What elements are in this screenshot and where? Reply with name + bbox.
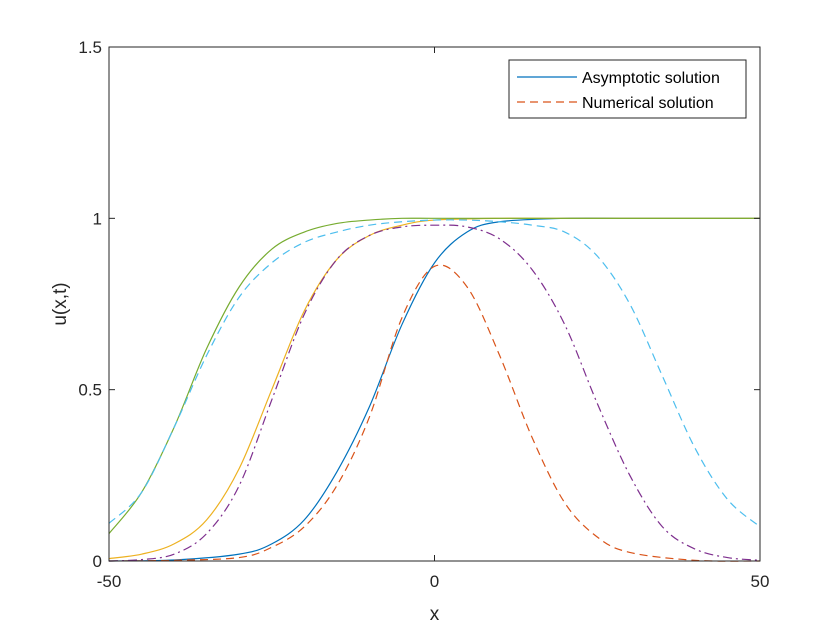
y-axis-label: u(x,t) xyxy=(50,282,71,325)
x-tick-label-1: 0 xyxy=(430,572,439,591)
plot-area xyxy=(109,47,760,561)
legend-label-asymptotic: Asymptotic solution xyxy=(582,70,720,87)
legend-box xyxy=(508,59,747,119)
series-line-2 xyxy=(108,264,761,562)
legend-label-numerical: Numerical solution xyxy=(582,95,714,112)
legend: Asymptotic solution Numerical solution xyxy=(508,59,747,119)
y-tick-label-3: 1.5 xyxy=(78,38,102,57)
x-tick-label-0: -50 xyxy=(97,572,122,591)
y-tick-label-1: 0.5 xyxy=(78,381,102,400)
y-tick-label-2: 1 xyxy=(93,209,102,228)
y-tick-label-0: 0 xyxy=(93,552,102,571)
x-axis-label: x xyxy=(430,604,440,625)
series-line-6 xyxy=(108,219,761,528)
series-line-4 xyxy=(108,224,761,562)
x-tick-label-2: 50 xyxy=(751,572,770,591)
series-layer xyxy=(108,217,761,562)
